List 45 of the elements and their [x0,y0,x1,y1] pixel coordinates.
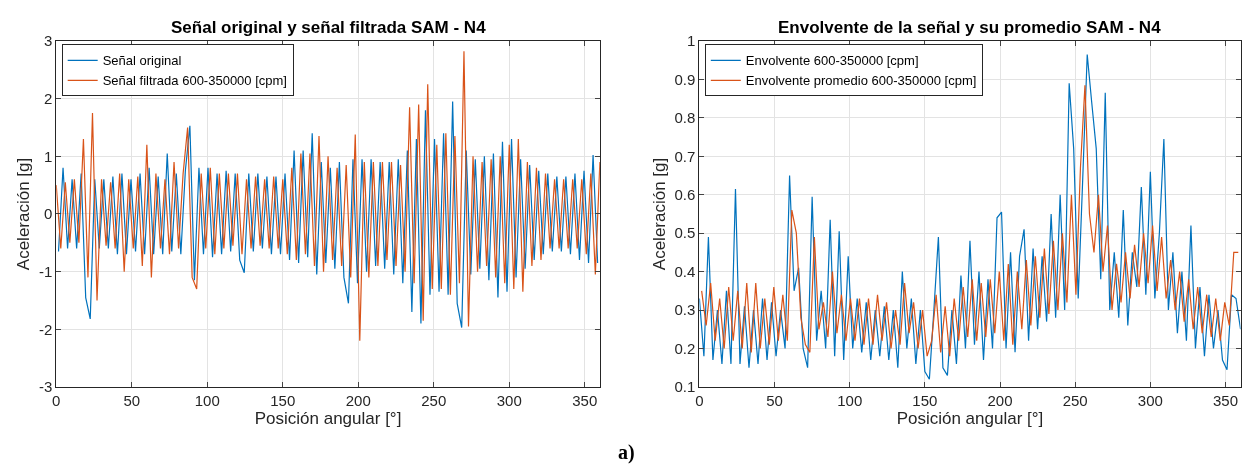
y-tick-label: -3 [38,378,53,396]
legend-label: Envolvente promedio 600-350000 [cpm] [745,73,977,89]
y-tick-label: 1 [43,147,53,165]
y-axis-title: Aceleración [g] [650,157,670,271]
y-tick-label: 0.8 [674,109,696,127]
x-tick-label: 200 [987,391,1013,409]
y-tick-label: 0.7 [674,147,696,165]
x-tick-label: 150 [270,391,296,409]
x-tick-label: 50 [123,391,141,409]
legend-label: Señal original [102,53,182,69]
x-tick-label: 200 [345,391,371,409]
line-series [699,53,1241,380]
y-tick-label: 0.2 [674,339,696,357]
x-tick-label: 350 [572,391,598,409]
y-tick-label: 0.1 [674,378,696,396]
y-tick-label: 0.9 [674,70,696,88]
x-tick-label: 100 [837,391,863,409]
legend-label: Señal filtrada 600-350000 [cpm] [102,73,287,89]
y-tick-label: 3 [43,32,53,50]
y-axis-title: Aceleración [g] [14,157,34,271]
x-tick-label: 300 [496,391,522,409]
x-tick-label: 250 [1062,391,1088,409]
chart-title: Señal original y señal filtrada SAM - N4 [171,18,487,37]
x-tick-label: 50 [766,391,783,409]
legend-label: Envolvente 600-350000 [cpm] [745,53,919,69]
y-tick-label: 2 [43,89,53,107]
y-tick-label: 0.6 [674,186,696,203]
y-tick-label: 0 [43,205,53,223]
x-axis-title: Posición angular [°] [896,409,1044,429]
y-tick-label: 1 [687,32,696,50]
text: a) [618,441,635,464]
x-axis-title: Posición angular [°] [254,409,402,429]
y-tick-label: -2 [38,320,53,338]
y-tick-label: 0.3 [674,301,696,319]
y-tick-label: -1 [38,262,53,280]
y-tick-label: 0.4 [674,262,696,280]
x-tick-label: 250 [421,391,447,409]
x-tick-label: 100 [194,391,220,409]
line-series [57,100,599,329]
x-tick-label: 350 [1212,391,1239,409]
chart-title: Envolvente de la señal y su promedio SAM - N4 [778,18,1162,37]
line-series [56,50,600,342]
x-tick-label: 150 [912,391,938,409]
x-tick-label: 300 [1137,391,1163,409]
y-tick-label: 0.5 [674,224,696,242]
